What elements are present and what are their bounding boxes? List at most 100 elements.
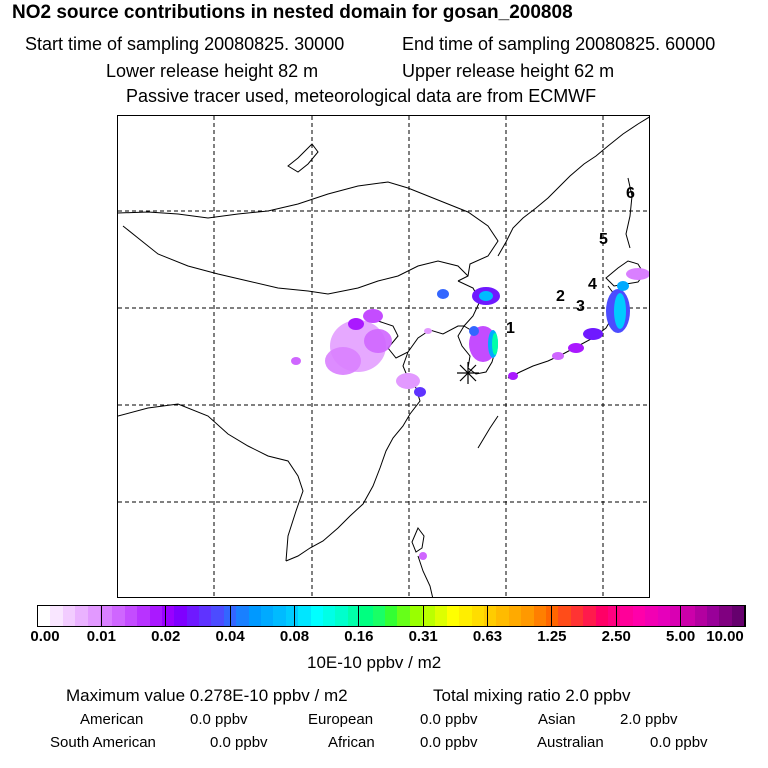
- colorbar-tick-label: 0.63: [472, 628, 503, 645]
- colorbar-tick-mark: [165, 605, 167, 627]
- colorbar-swatch: [322, 606, 336, 626]
- colorbar-swatch: [570, 606, 584, 626]
- max-value-label: Maximum value 0.278E-10 ppbv / m2: [66, 686, 348, 705]
- colorbar-swatch: [422, 606, 435, 626]
- colorbar-swatch: [694, 606, 708, 626]
- total-mixing-label: Total mixing ratio 2.0 ppbv: [433, 686, 631, 705]
- colorbar-tick-mark: [744, 605, 746, 627]
- colorbar-tick-mark: [229, 605, 231, 627]
- region-name-american: American: [80, 711, 144, 728]
- region-name-asian: Asian: [538, 711, 576, 728]
- colorbar-tick-mark: [487, 605, 489, 627]
- colorbar-tick-mark: [293, 605, 295, 627]
- region-name-african: African: [328, 734, 375, 751]
- colorbar-swatch: [682, 606, 695, 626]
- colorbar-tick-label: 10.00: [706, 628, 744, 645]
- colorbar-swatch: [558, 606, 571, 626]
- source-contribution-patches: [291, 268, 649, 560]
- colorbar-tick-label: 2.50: [601, 628, 631, 645]
- colorbar-swatch: [38, 606, 51, 626]
- colorbar-swatch: [199, 606, 212, 626]
- china-north-korea-border: [457, 280, 481, 327]
- map-canvas: 1 2 3 4 5 6: [118, 116, 649, 597]
- colorbar-swatch: [310, 606, 323, 626]
- map-label-1: 1: [506, 320, 515, 337]
- southern-china-border: [118, 403, 304, 562]
- colorbar-swatch: [87, 606, 100, 626]
- colorbar-swatch: [583, 606, 596, 626]
- colorbar-swatch: [719, 606, 732, 626]
- colorbar-tick-label: 0.01: [86, 628, 116, 645]
- colorbar-tick-label: 0.31: [408, 628, 438, 645]
- figure-title: NO2 source contributions in nested domai…: [12, 2, 573, 23]
- russia-coast: [497, 116, 649, 257]
- colorbar-swatch: [446, 606, 460, 626]
- colorbar-swatch: [397, 606, 410, 626]
- colorbar-swatch: [137, 606, 150, 626]
- colorbar-swatch: [211, 606, 224, 626]
- map-label-5: 5: [599, 231, 608, 248]
- colorbar-swatch: [533, 606, 547, 626]
- region-value-australian: 0.0 ppbv: [650, 734, 708, 751]
- colorbar-tick-mark: [680, 605, 682, 627]
- baikal-lake: [287, 143, 319, 173]
- colorbar-tick-mark: [358, 605, 360, 627]
- colorbar-swatch: [707, 606, 720, 626]
- colorbar-swatch: [620, 606, 633, 626]
- map-label-6: 6: [626, 185, 635, 202]
- map-panel[interactable]: 1 2 3 4 5 6: [117, 115, 650, 598]
- colorbar-tick-label: 0.00: [30, 628, 60, 645]
- colorbar-swatch: [186, 606, 200, 626]
- region-name-australian: Australian: [537, 734, 604, 751]
- colorbar-tick-label: 0.16: [344, 628, 374, 645]
- colorbar-swatch: [496, 606, 509, 626]
- region-value-african: 0.0 ppbv: [420, 734, 478, 751]
- colorbar-swatch: [99, 606, 113, 626]
- colorbar-swatch: [124, 606, 138, 626]
- mongolia-china-border: [122, 225, 469, 295]
- map-label-2: 2: [556, 288, 565, 305]
- colorbar-tick-mark: [422, 605, 424, 627]
- colorbar-tick-label: 5.00: [666, 628, 696, 645]
- colorbar-tick-label: 0.04: [215, 628, 245, 645]
- region-name-south-american: South American: [50, 734, 156, 751]
- map-label-4: 4: [588, 276, 597, 293]
- colorbar-swatch: [248, 606, 262, 626]
- sakhalin: [625, 177, 633, 249]
- taiwan: [411, 527, 425, 553]
- region-value-american: 0.0 ppbv: [190, 711, 248, 728]
- colorbar-swatch: [75, 606, 88, 626]
- region-value-south-american: 0.0 ppbv: [210, 734, 268, 751]
- colorbar-swatch: [434, 606, 447, 626]
- colorbar-swatch: [409, 606, 423, 626]
- colorbar-tick-label: 0.08: [279, 628, 310, 645]
- mongolia-russia-border: [118, 181, 499, 282]
- philippines: [417, 555, 434, 597]
- colorbar-swatch: [471, 606, 485, 626]
- lower-release-label: Lower release height 82 m: [106, 61, 319, 81]
- colorbar-swatch: [607, 606, 621, 626]
- colorbar-tick-mark: [551, 605, 553, 627]
- colorbar-swatch: [595, 606, 608, 626]
- region-name-european: European: [308, 711, 374, 728]
- tracer-note: Passive tracer used, meteorological data…: [126, 86, 597, 106]
- upper-release-label: Upper release height 62 m: [402, 61, 615, 81]
- end-time-label: End time of sampling 20080825. 60000: [402, 34, 716, 54]
- colorbar-swatch: [273, 606, 286, 626]
- colorbar-tick-label: 1.25: [537, 628, 567, 645]
- color-scale-bar: [37, 605, 745, 627]
- colorbar-swatch: [384, 606, 398, 626]
- colorbar-tick-mark: [36, 605, 38, 627]
- colorbar-swatch: [347, 606, 361, 626]
- colorbar-swatch: [669, 606, 683, 626]
- colorbar-swatch: [645, 606, 658, 626]
- colorbar-swatch: [261, 606, 274, 626]
- colorbar-swatch: [731, 606, 745, 626]
- colorbar-swatch: [372, 606, 385, 626]
- colorbar-swatch: [62, 606, 76, 626]
- colorbar-swatch: [632, 606, 646, 626]
- colorbar-swatch: [149, 606, 162, 626]
- receptor-marker: [457, 362, 479, 384]
- colorbar-tick-label: 0.02: [151, 628, 181, 645]
- map-label-3: 3: [576, 298, 585, 315]
